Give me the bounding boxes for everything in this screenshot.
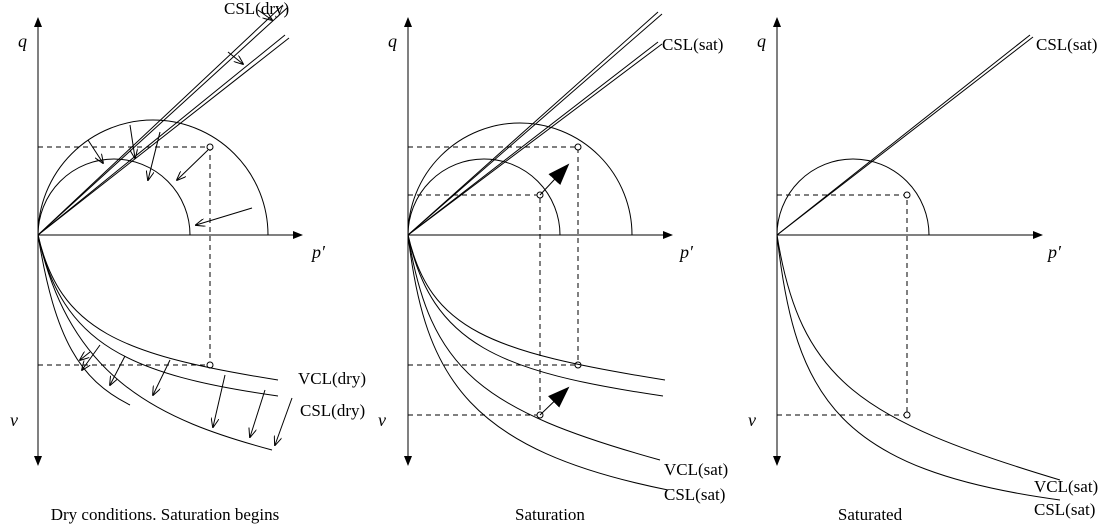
p-label: p′ <box>310 242 326 262</box>
csl-bottom-label: CSL(sat) <box>664 485 725 504</box>
panel-saturated: q p′ v CSL(sat) VCL(sat) CSL(sat) Satura… <box>748 17 1098 524</box>
csl-top-label: CSL(sat) <box>662 35 723 54</box>
caption: Saturation <box>515 505 585 524</box>
caption: Dry conditions. Saturation begins <box>51 505 280 524</box>
q-label: q <box>388 31 397 51</box>
csl-top-label: CSL(dry) <box>224 0 289 18</box>
csl-top-label: CSL(sat) <box>1036 35 1097 54</box>
vcl-label: VCL(sat) <box>664 460 728 479</box>
csl-bottom-label: CSL(dry) <box>300 401 365 420</box>
q-label: q <box>18 31 27 51</box>
panel-saturation: q p′ v CSL(sat) VCL(sat) CSL(sat) Satura… <box>378 11 728 524</box>
p-label: p′ <box>678 242 694 262</box>
panel-dry: q p′ v CSL(dry) VCL(dry) CSL(dry) Dry co… <box>10 0 366 524</box>
caption: Saturated <box>838 505 903 524</box>
csl-bottom-label: CSL(sat) <box>1034 500 1095 519</box>
v-label: v <box>378 410 386 430</box>
v-label: v <box>748 410 756 430</box>
vcl-label: VCL(dry) <box>298 369 366 388</box>
q-label: q <box>757 31 766 51</box>
v-label: v <box>10 410 18 430</box>
vcl-label: VCL(sat) <box>1034 477 1098 496</box>
p-label: p′ <box>1046 242 1062 262</box>
